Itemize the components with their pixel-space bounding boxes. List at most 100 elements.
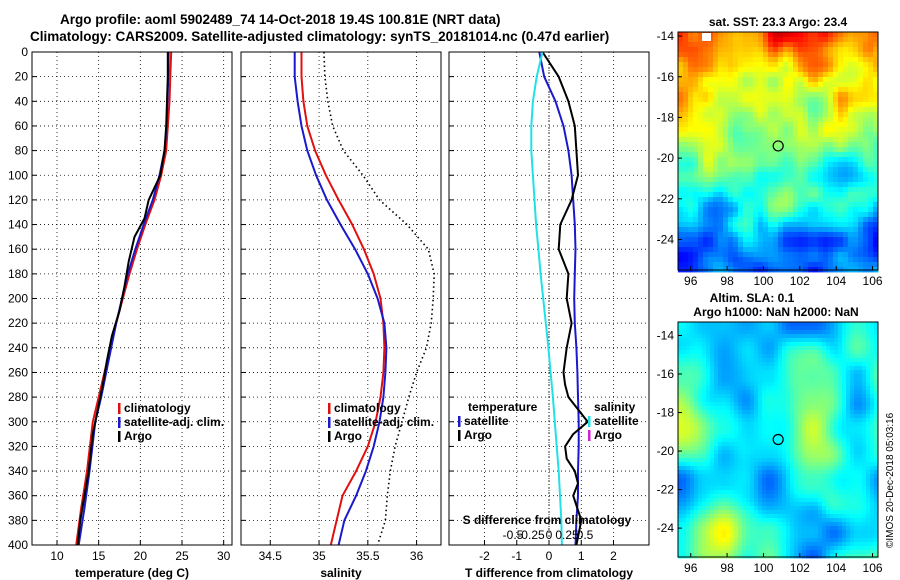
sst-cell [868, 257, 874, 263]
sla-cell [694, 402, 699, 407]
sst-cell [848, 32, 854, 38]
sla-cell [722, 478, 727, 483]
sla-cell [734, 442, 739, 447]
sla-cell [766, 474, 771, 479]
sst-cell [863, 42, 869, 48]
sla-cell [738, 374, 743, 379]
sla-cell [706, 334, 711, 339]
sla-cell [710, 362, 715, 367]
sla-cell [854, 542, 859, 547]
sst-cell [798, 157, 804, 163]
sst-cell [838, 127, 844, 133]
sst-cell [758, 187, 764, 193]
sst-cell [683, 72, 689, 78]
sla-cell [754, 402, 759, 407]
sla-cell [858, 394, 863, 399]
sst-cell [688, 32, 694, 38]
sst-cell [698, 97, 704, 103]
temp-ytick-label: 120 [8, 193, 28, 207]
sst-cell [813, 122, 819, 128]
sst-cell [873, 37, 879, 43]
sst-cell [838, 262, 844, 268]
sla-cell [838, 446, 843, 451]
sst-ytick-label: -24 [657, 232, 675, 246]
sla-cell [750, 418, 755, 423]
sla-cell [850, 486, 855, 491]
sst-cell [748, 32, 754, 38]
sla-cell [698, 394, 703, 399]
sla-cell [874, 406, 879, 411]
diff-salinity-legend-label: Argo [594, 428, 622, 442]
sst-cell [678, 62, 684, 68]
sla-cell [870, 538, 875, 543]
sst-cell [853, 142, 859, 148]
sst-cell [723, 92, 729, 98]
sla-cell [714, 526, 719, 531]
sla-cell [798, 374, 803, 379]
sst-cell [823, 172, 829, 178]
sla-cell [846, 350, 851, 355]
sla-cell [790, 506, 795, 511]
sla-cell [750, 414, 755, 419]
sla-cell [834, 414, 839, 419]
sla-cell [806, 326, 811, 331]
sla-cell [710, 434, 715, 439]
sla-cell [766, 390, 771, 395]
sla-cell [866, 530, 871, 535]
sla-cell [698, 354, 703, 359]
sst-cell [703, 167, 709, 173]
sla-cell [794, 398, 799, 403]
sst-cell [743, 247, 749, 253]
sst-cell [823, 167, 829, 173]
sla-cell [786, 326, 791, 331]
sla-cell [730, 346, 735, 351]
sst-cell [773, 72, 779, 78]
sst-cell [748, 227, 754, 233]
sla-cell [762, 518, 767, 523]
temp-ytick-label: 100 [8, 168, 28, 182]
sst-cell [818, 222, 824, 228]
sla-cell [738, 478, 743, 483]
sst-cell [738, 242, 744, 248]
sst-cell [768, 217, 774, 223]
sla-cell [682, 486, 687, 491]
sst-cell [828, 162, 834, 168]
sla-cell [854, 362, 859, 367]
sst-cell [688, 52, 694, 58]
sst-cell [758, 47, 764, 53]
sst-cell [693, 132, 699, 138]
sst-cell [758, 112, 764, 118]
sst-cell [738, 67, 744, 73]
sst-cell [688, 97, 694, 103]
sst-cell [683, 247, 689, 253]
sla-cell [730, 434, 735, 439]
sla-cell [790, 394, 795, 399]
sst-cell [788, 57, 794, 63]
sla-cell [730, 506, 735, 511]
sla-cell [822, 390, 827, 395]
sla-cell [810, 510, 815, 515]
sst-cell [743, 137, 749, 143]
sla-cell [814, 458, 819, 463]
sla-cell [862, 478, 867, 483]
sla-cell [850, 474, 855, 479]
sla-cell [826, 390, 831, 395]
sst-cell [808, 202, 814, 208]
sla-cell [706, 354, 711, 359]
sst-cell [753, 77, 759, 83]
sla-cell [858, 414, 863, 419]
sla-cell [778, 466, 783, 471]
sst-cell [818, 202, 824, 208]
sst-cell [868, 72, 874, 78]
sla-cell [690, 394, 695, 399]
sla-cell [746, 330, 751, 335]
sst-cell [853, 42, 859, 48]
sla-cell [830, 390, 835, 395]
sst-cell [718, 47, 724, 53]
sla-cell [786, 382, 791, 387]
sla-cell [806, 378, 811, 383]
sla-cell [750, 390, 755, 395]
sla-cell [834, 350, 839, 355]
sst-cell [848, 157, 854, 163]
sla-cell [818, 406, 823, 411]
